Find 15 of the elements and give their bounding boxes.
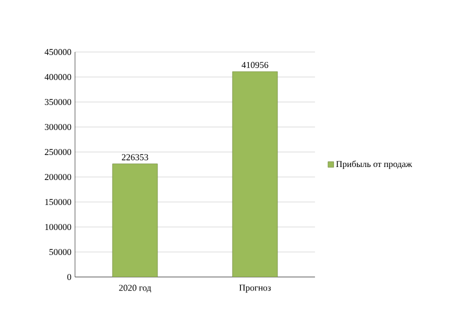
data-label: 410956 [242,62,268,68]
y-tick-label: 400000 [44,74,72,80]
data-label: 226353 [122,154,148,160]
y-tick-label: 150000 [45,198,72,206]
legend-label: Прибыль от продаж [336,160,412,169]
y-tick-label: 350000 [44,98,72,106]
y-tick-label: 250000 [44,148,72,156]
y-tick-label: 450000 [44,48,72,56]
x-tick-label: 2020 год [119,284,152,293]
y-tick-label: 50000 [49,248,72,256]
y-tick-label: 100000 [45,224,72,230]
y-tick-label: 200000 [44,174,72,180]
y-tick-label: 300000 [44,124,72,130]
y-tick-label: 0 [67,274,72,280]
x-tick-label: Прогноз [239,284,271,293]
